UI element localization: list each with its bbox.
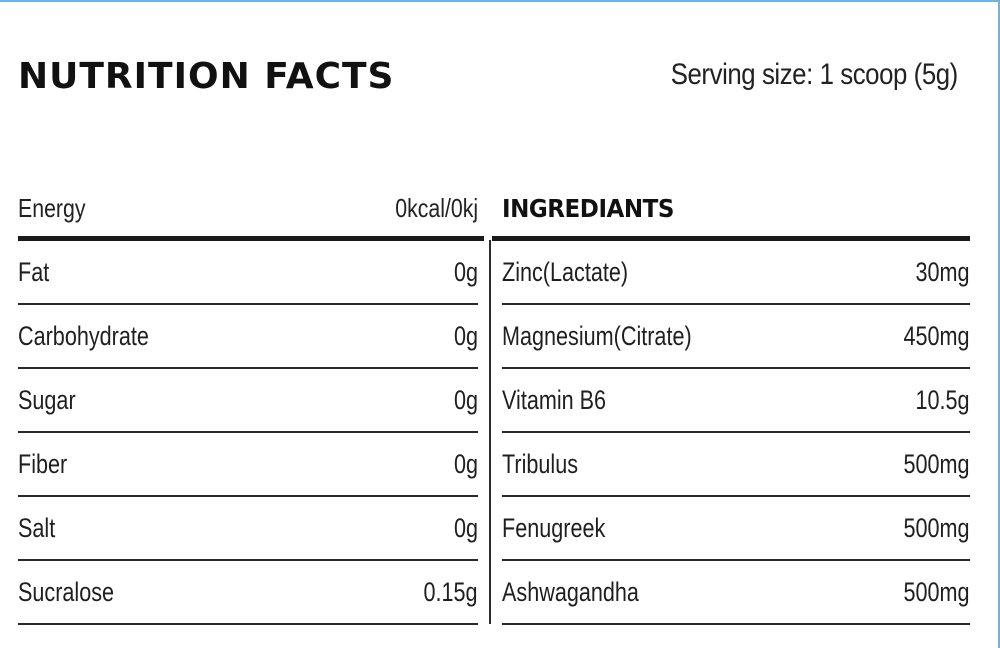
column-divider [489,240,491,624]
header-rule [492,236,970,241]
ingredients-heading: INGREDIANTS [502,193,675,223]
ingredient-value: 30mg [915,256,970,287]
nutrition-row: Sucralose 0.15g [18,561,478,625]
nutrient-value: 0g [453,512,478,543]
nutrition-row: Fat 0g [18,241,478,305]
ingredient-row: Vitamin B6 10.5g [502,369,970,433]
ingredient-value: 10.5g [915,384,970,415]
serving-size: Serving size: 1 scoop (5g) [670,58,959,91]
ingredient-label: Magnesium(Citrate) [502,320,692,351]
nutrient-value: 0g [453,448,478,479]
nutrient-value: 0g [453,320,478,351]
nutrient-value: 0g [453,256,478,287]
ingredient-row: Zinc(Lactate) 30mg [502,241,970,305]
ingredient-row: Magnesium(Citrate) 450mg [502,305,970,369]
ingredient-value: 500mg [903,448,970,479]
ingredient-label: Fenugreek [502,512,606,543]
nutrient-label: Salt [18,512,56,543]
nutrient-label: Carbohydrate [18,320,149,351]
nutrition-table: Energy 0kcal/0kj Fat 0g Carbohydrate 0g … [18,180,484,625]
nutrient-label: Sugar [18,384,76,415]
nutrition-row: Carbohydrate 0g [18,305,478,369]
ingredient-label: Ashwagandha [502,576,639,607]
ingredient-value: 500mg [903,576,970,607]
nutrient-label: Fat [18,256,50,287]
ingredients-table: INGREDIANTS Zinc(Lactate) 30mg Magnesium… [492,180,970,625]
nutrient-label: Fiber [18,448,68,479]
energy-label: Energy [18,192,86,223]
ingredient-label: Tribulus [502,448,579,479]
nutrition-row: Salt 0g [18,497,478,561]
ingredient-row: Tribulus 500mg [502,433,970,497]
nutrient-value: 0.15g [423,576,478,607]
ingredient-label: Vitamin B6 [502,384,607,415]
nutrition-facts-title: NUTRITION FACTS [18,56,395,97]
ingredient-row: Fenugreek 500mg [502,497,970,561]
nutrient-label: Sucralose [18,576,115,607]
header-rule [18,236,484,241]
nutrient-value: 0g [453,384,478,415]
nutrition-row: Fiber 0g [18,433,478,497]
ingredient-value: 500mg [903,512,970,543]
nutrition-row: Sugar 0g [18,369,478,433]
ingredient-row: Ashwagandha 500mg [502,561,970,625]
energy-value: 0kcal/0kj [395,192,478,223]
ingredients-header-row: INGREDIANTS [502,180,970,236]
ingredient-value: 450mg [903,320,970,351]
energy-row: Energy 0kcal/0kj [18,180,478,236]
ingredient-label: Zinc(Lactate) [502,256,629,287]
